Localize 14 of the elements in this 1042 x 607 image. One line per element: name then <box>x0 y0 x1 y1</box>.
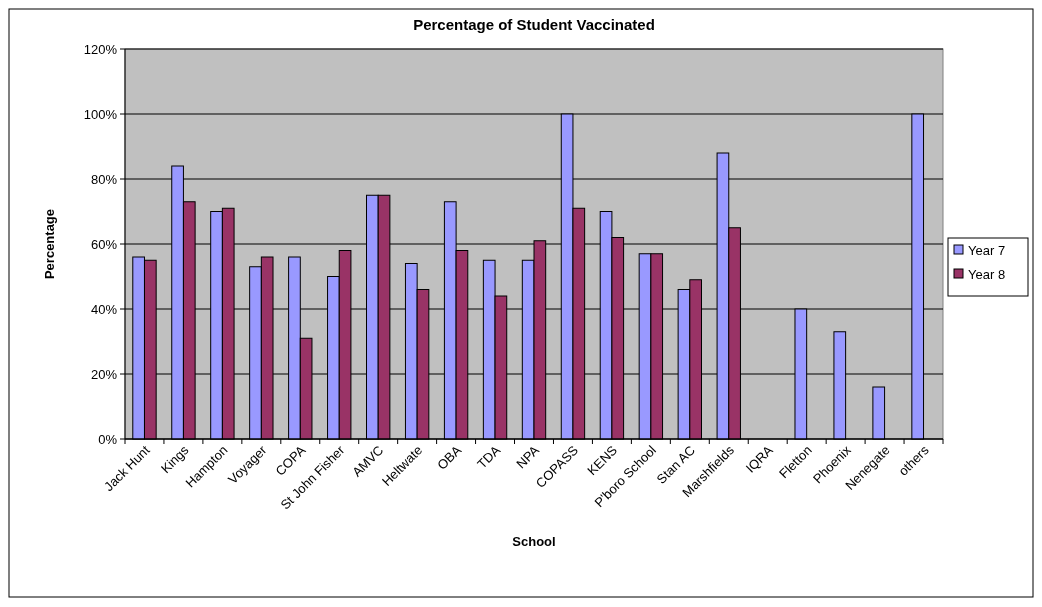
y-tick-label: 40% <box>90 301 118 317</box>
y-tick-label: 100% <box>83 106 118 122</box>
x-tick-label: TDA <box>474 442 504 472</box>
x-tick-label: OBA <box>434 442 465 473</box>
y-tick-label: 80% <box>90 171 118 187</box>
y-axis-title: Percentage <box>42 208 57 280</box>
y-tick-label: 0% <box>98 431 118 447</box>
y-tick-label: 60% <box>90 236 118 252</box>
chart-title: Percentage of Student Vaccinated <box>413 16 655 33</box>
y-tick-label: 120% <box>83 41 118 57</box>
x-axis-title: School <box>512 534 556 549</box>
legend-label: Year 7 <box>968 242 1006 258</box>
legend-label: Year 8 <box>968 266 1006 282</box>
y-tick-label: 20% <box>90 366 118 382</box>
